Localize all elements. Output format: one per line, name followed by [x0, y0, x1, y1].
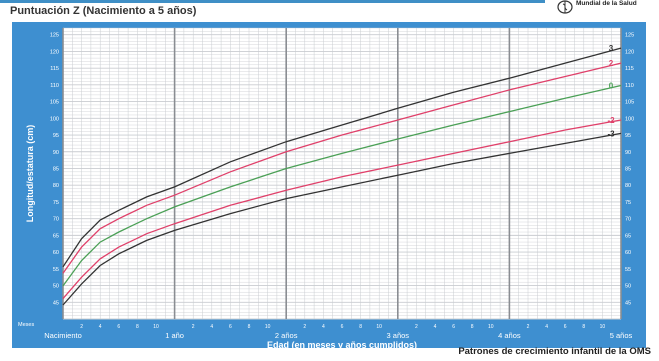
y-tick-label-left: 110 [50, 83, 59, 89]
x-minor-tick-label: 6 [452, 324, 455, 330]
organization-name-line2: Mundial de la Salud [576, 0, 637, 7]
y-tick-label-right: 120 [625, 49, 634, 55]
y-tick-label-right: 50 [625, 284, 631, 290]
x-major-tick-label: 5 años [610, 331, 633, 340]
series-label-z-2: -2 [607, 116, 615, 125]
y-tick-label-left: 120 [50, 49, 59, 55]
series-line-z-3 [62, 132, 622, 306]
x-minor-tick-label: 6 [229, 324, 232, 330]
series-line-z-2 [62, 119, 622, 300]
x-minor-tick-label: 6 [341, 324, 344, 330]
y-tick-label-left: 45 [53, 300, 59, 306]
x-major-tick-label: Nacimiento [44, 331, 82, 340]
y-tick-label-right: 85 [625, 166, 631, 172]
y-tick-label-left: 75 [53, 200, 59, 206]
x-minor-tick-label: 4 [434, 324, 437, 330]
y-tick-label-left: 85 [53, 166, 59, 172]
series-line-z3 [62, 47, 622, 268]
x-minor-tick-label: 2 [415, 324, 418, 330]
y-tick-label-right: 55 [625, 267, 631, 273]
organization-logo-text: Mundial de la Salud [576, 0, 637, 7]
y-tick-label-right: 100 [625, 116, 634, 122]
y-tick-label-right: 110 [625, 83, 634, 89]
x-minor-tick-label: 10 [488, 324, 494, 330]
y-tick-label-right: 80 [625, 183, 631, 189]
y-tick-label-left: 60 [53, 250, 59, 256]
y-tick-label-left: 95 [53, 133, 59, 139]
x-major-tick-label: 4 años [498, 331, 521, 340]
x-minor-tick-label: 8 [582, 324, 585, 330]
y-tick-label-left: 50 [53, 284, 59, 290]
y-tick-label-left: 105 [50, 100, 59, 106]
y-tick-label-right: 65 [625, 233, 631, 239]
y-tick-label-right: 90 [625, 150, 631, 156]
y-tick-label-left: 70 [53, 217, 59, 223]
y-tick-label-right: 45 [625, 300, 631, 306]
x-axis-label: Edad (en meses y años cumplidos) [267, 340, 417, 350]
x-minor-tick-label: 8 [136, 324, 139, 330]
x-minor-tick-label: 8 [359, 324, 362, 330]
y-tick-label-right: 115 [625, 66, 634, 72]
x-units-label: Meses [18, 322, 34, 328]
x-minor-tick-label: 4 [99, 324, 102, 330]
x-minor-tick-label: 4 [322, 324, 325, 330]
x-major-tick-label: 3 años [387, 331, 410, 340]
chart-title: Puntuación Z (Nacimiento a 5 años) [10, 5, 197, 17]
x-minor-tick-label: 4 [545, 324, 548, 330]
y-tick-label-left: 65 [53, 233, 59, 239]
x-minor-tick-label: 10 [265, 324, 271, 330]
series-label-z2: 2 [609, 59, 614, 68]
x-major-tick-label: 1 año [165, 331, 184, 340]
x-minor-tick-label: 10 [600, 324, 606, 330]
series-label-z-3: -3 [607, 129, 615, 138]
x-minor-tick-label: 2 [527, 324, 530, 330]
x-minor-tick-label: 2 [80, 324, 83, 330]
x-minor-tick-label: 6 [564, 324, 567, 330]
y-tick-label-right: 70 [625, 217, 631, 223]
x-minor-tick-label: 8 [248, 324, 251, 330]
y-tick-label-right: 105 [625, 100, 634, 106]
y-tick-label-right: 125 [625, 33, 634, 39]
y-tick-label-left: 125 [50, 33, 59, 39]
x-minor-tick-label: 4 [210, 324, 213, 330]
x-minor-tick-label: 10 [153, 324, 159, 330]
source-credit: Patrones de crecimiento infantil de la O… [458, 346, 651, 357]
series-line-z2 [62, 62, 622, 274]
series-label-z0: 0 [609, 82, 614, 91]
y-tick-label-left: 55 [53, 267, 59, 273]
y-tick-label-right: 95 [625, 133, 631, 139]
x-minor-tick-label: 8 [471, 324, 474, 330]
x-minor-tick-label: 2 [303, 324, 306, 330]
x-minor-tick-label: 2 [192, 324, 195, 330]
y-axis-label: Longitud/estatura (cm) [25, 125, 35, 223]
x-major-tick-label: 2 años [275, 331, 298, 340]
who-emblem-icon [557, 0, 573, 14]
y-tick-label-right: 60 [625, 250, 631, 256]
x-minor-tick-label: 10 [376, 324, 382, 330]
series-line-z0 [62, 84, 622, 287]
y-tick-label-right: 75 [625, 200, 631, 206]
y-tick-label-left: 100 [50, 116, 59, 122]
y-tick-label-left: 115 [50, 66, 59, 72]
x-minor-tick-label: 6 [117, 324, 120, 330]
series-label-z3: 3 [609, 44, 614, 53]
header-rule [0, 0, 545, 3]
y-tick-label-left: 90 [53, 150, 59, 156]
y-tick-label-left: 80 [53, 183, 59, 189]
